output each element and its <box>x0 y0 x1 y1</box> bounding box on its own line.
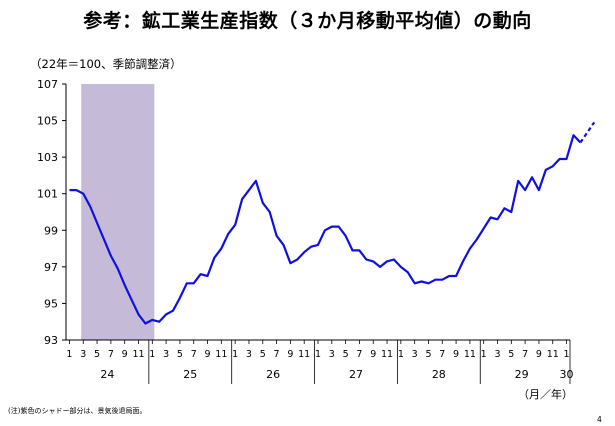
series-line <box>69 134 582 325</box>
footnote: (注)紫色のシャドー部分は、景気後退局面。 <box>8 407 147 415</box>
year-label: 30 <box>560 368 574 381</box>
x-tick-label: 9 <box>205 349 211 360</box>
year-label: 29 <box>515 368 529 381</box>
x-tick-label: 7 <box>356 349 362 360</box>
x-tick-label: 11 <box>381 349 393 360</box>
y-tick-label: 105 <box>37 115 58 128</box>
x-tick-label: 3 <box>80 349 86 360</box>
year-label: 28 <box>432 368 446 381</box>
x-tick-label: 7 <box>439 349 445 360</box>
x-tick-label: 5 <box>343 349 349 360</box>
y-tick-label: 103 <box>37 151 58 164</box>
x-tick-label: 1 <box>66 349 72 360</box>
x-tick-label: 1 <box>481 349 487 360</box>
x-tick-label: 5 <box>425 349 431 360</box>
x-tick-label: 1 <box>149 349 155 360</box>
x-tick-label: 1 <box>315 349 321 360</box>
x-tick-label: 7 <box>108 349 114 360</box>
year-label: 26 <box>266 368 280 381</box>
y-tick-label: 97 <box>44 261 58 274</box>
year-label: 24 <box>100 368 114 381</box>
y-tick-label: 101 <box>37 188 58 201</box>
x-tick-label: 9 <box>370 349 376 360</box>
x-axis-unit-label: （月／年） <box>518 388 573 401</box>
x-tick-label: 3 <box>412 349 418 360</box>
x-tick-label: 5 <box>260 349 266 360</box>
x-tick-label: 9 <box>287 349 293 360</box>
x-tick-label: 5 <box>94 349 100 360</box>
x-tick-label: 11 <box>464 349 476 360</box>
x-tick-label: 11 <box>215 349 227 360</box>
y-tick-label: 93 <box>44 334 58 347</box>
x-tick-label: 7 <box>191 349 197 360</box>
y-tick-label: 107 <box>37 78 58 91</box>
x-tick-label: 7 <box>522 349 528 360</box>
x-tick-label: 1 <box>564 349 570 360</box>
page-title: 参考：鉱工業生産指数（３か月移動平均値）の動向 <box>83 10 532 32</box>
x-tick-label: 11 <box>132 349 144 360</box>
x-tick-label: 1 <box>398 349 404 360</box>
y-tick-label: 99 <box>44 224 58 237</box>
x-tick-label: 5 <box>177 349 183 360</box>
x-tick-label: 5 <box>508 349 514 360</box>
y-tick-label: 95 <box>44 297 58 310</box>
x-tick-label: 3 <box>246 349 252 360</box>
x-tick-label: 7 <box>274 349 280 360</box>
x-tick-label: 3 <box>163 349 169 360</box>
year-label: 25 <box>183 368 197 381</box>
chart-subtitle: （22年＝100、季節調整済） <box>30 57 182 71</box>
projection-line <box>579 121 596 144</box>
x-tick-label: 9 <box>536 349 542 360</box>
x-tick-label: 11 <box>547 349 559 360</box>
x-tick-label: 1 <box>232 349 238 360</box>
x-tick-label: 9 <box>122 349 128 360</box>
x-tick-label: 9 <box>453 349 459 360</box>
page-number: 4 <box>597 415 602 424</box>
x-tick-label: 3 <box>494 349 500 360</box>
year-label: 27 <box>349 368 363 381</box>
x-tick-label: 11 <box>298 349 310 360</box>
x-tick-label: 3 <box>329 349 335 360</box>
